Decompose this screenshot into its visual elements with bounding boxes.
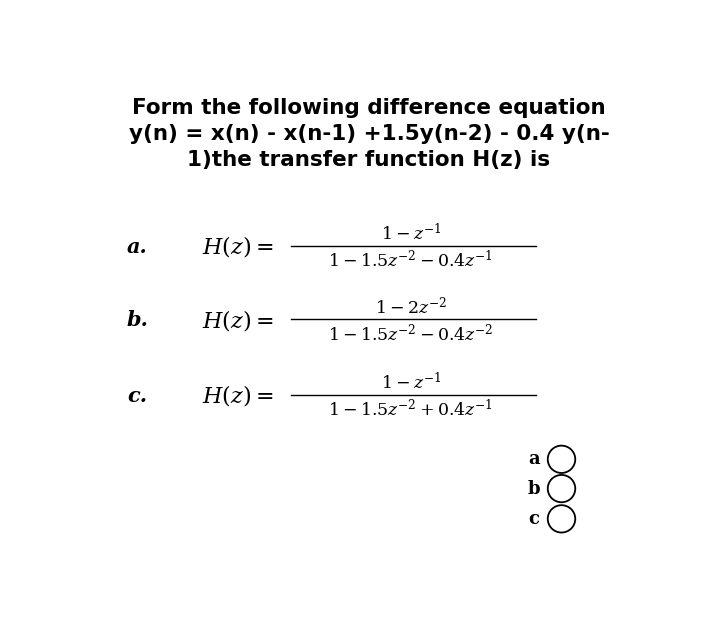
Text: a.: a. <box>127 237 148 257</box>
Text: Form the following difference equation: Form the following difference equation <box>132 98 606 118</box>
Text: b: b <box>527 479 540 498</box>
Text: c: c <box>528 510 539 528</box>
Text: $1-1.5z^{-2}-0.4z^{-1}$: $1-1.5z^{-2}-0.4z^{-1}$ <box>328 250 493 271</box>
Text: y(n) = x(n) - x(n-1) +1.5y(n-2) - 0.4 y(n-: y(n) = x(n) - x(n-1) +1.5y(n-2) - 0.4 y(… <box>129 124 609 144</box>
Text: $H(z) =$: $H(z) =$ <box>202 307 274 333</box>
Text: $1-1.5z^{-2}-0.4z^{-2}$: $1-1.5z^{-2}-0.4z^{-2}$ <box>328 323 494 345</box>
Text: c.: c. <box>127 386 148 406</box>
Text: $H(z) =$: $H(z) =$ <box>202 235 274 259</box>
Text: $1-z^{-1}$: $1-z^{-1}$ <box>381 372 441 393</box>
Text: 1)the transfer function H(z) is: 1)the transfer function H(z) is <box>187 150 551 170</box>
Text: $1-z^{-1}$: $1-z^{-1}$ <box>381 223 441 244</box>
Text: b.: b. <box>127 310 148 330</box>
Text: $1-1.5z^{-2}+0.4z^{-1}$: $1-1.5z^{-2}+0.4z^{-1}$ <box>328 399 493 420</box>
Text: $1-2z^{-2}$: $1-2z^{-2}$ <box>375 295 447 318</box>
Text: a: a <box>528 450 539 469</box>
Text: $H(z) =$: $H(z) =$ <box>202 384 274 408</box>
